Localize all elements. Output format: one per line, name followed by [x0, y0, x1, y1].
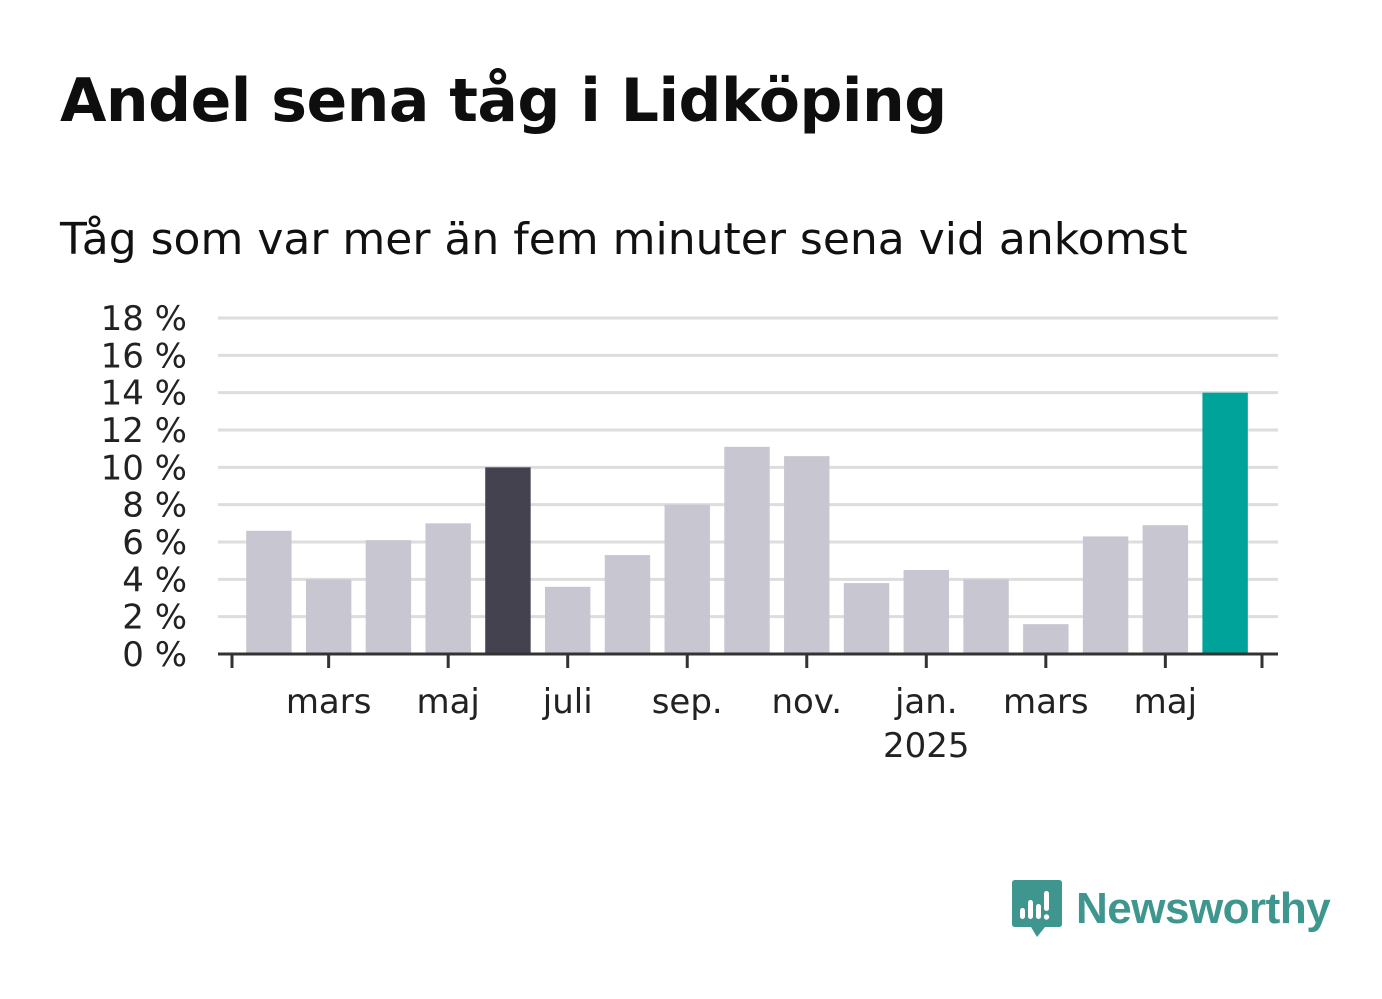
x-tick-label: nov.	[771, 682, 842, 722]
bar-2024-04	[365, 540, 412, 654]
bar-2025-04	[1082, 536, 1129, 654]
bar-2024-03	[305, 579, 352, 654]
bar-2024-07	[544, 586, 591, 654]
x-axis-tick-labels: mars maj juli sep. nov. jan.2025 mars maj	[286, 682, 1197, 766]
x-axis	[218, 652, 1278, 668]
bar-2024-05	[425, 523, 471, 654]
y-tick-label: 6 %	[122, 523, 187, 563]
x-tick-label: mars	[286, 682, 372, 722]
bar-2024-09	[664, 504, 710, 654]
y-tick-label: 10 %	[101, 448, 187, 488]
y-tick-label: 18 %	[101, 299, 187, 339]
bar-2024-08	[604, 555, 651, 654]
x-tick-label: sep.	[652, 682, 723, 722]
x-tick-label: maj	[416, 682, 479, 722]
y-tick-label: 4 %	[122, 560, 187, 600]
y-tick-label: 2 %	[122, 598, 187, 638]
bar-2025-02	[963, 579, 1009, 654]
y-tick-label: 8 %	[122, 486, 187, 526]
bars	[246, 392, 1248, 654]
bar-2024-12	[843, 583, 890, 654]
y-axis-tick-labels: 0 %2 %4 %6 %8 %10 %12 %14 %16 %18 %	[101, 299, 187, 675]
bar-2024-06	[485, 467, 531, 654]
x-tick-label: maj	[1134, 682, 1197, 722]
bar-2024-11	[784, 456, 830, 654]
x-tick-label: juli	[542, 682, 593, 722]
y-tick-label: 14 %	[101, 374, 187, 414]
newsworthy-logo: Newsworthy	[1010, 878, 1331, 940]
bar-2025-03	[1023, 624, 1069, 654]
x-tick-sublabel: 2025	[883, 726, 970, 766]
bar-2024-10	[724, 446, 770, 654]
chart-speech-bubble-icon	[1012, 880, 1062, 937]
bar-2025-06	[1202, 392, 1248, 654]
bar-2024-02	[246, 530, 292, 654]
x-tick-label: mars	[1003, 682, 1089, 722]
y-tick-label: 12 %	[101, 411, 187, 451]
bar-2025-05	[1142, 525, 1189, 654]
x-tick-label: jan.	[894, 682, 958, 722]
chart-title: Andel sena tåg i Lidköping	[60, 66, 947, 136]
chart-subtitle: Tåg som var mer än fem minuter sena vid …	[60, 214, 1188, 265]
bar-2025-01	[903, 570, 950, 654]
y-tick-label: 16 %	[101, 336, 187, 376]
brand-name: Newsworthy	[1076, 884, 1331, 933]
y-tick-label: 0 %	[122, 635, 187, 675]
